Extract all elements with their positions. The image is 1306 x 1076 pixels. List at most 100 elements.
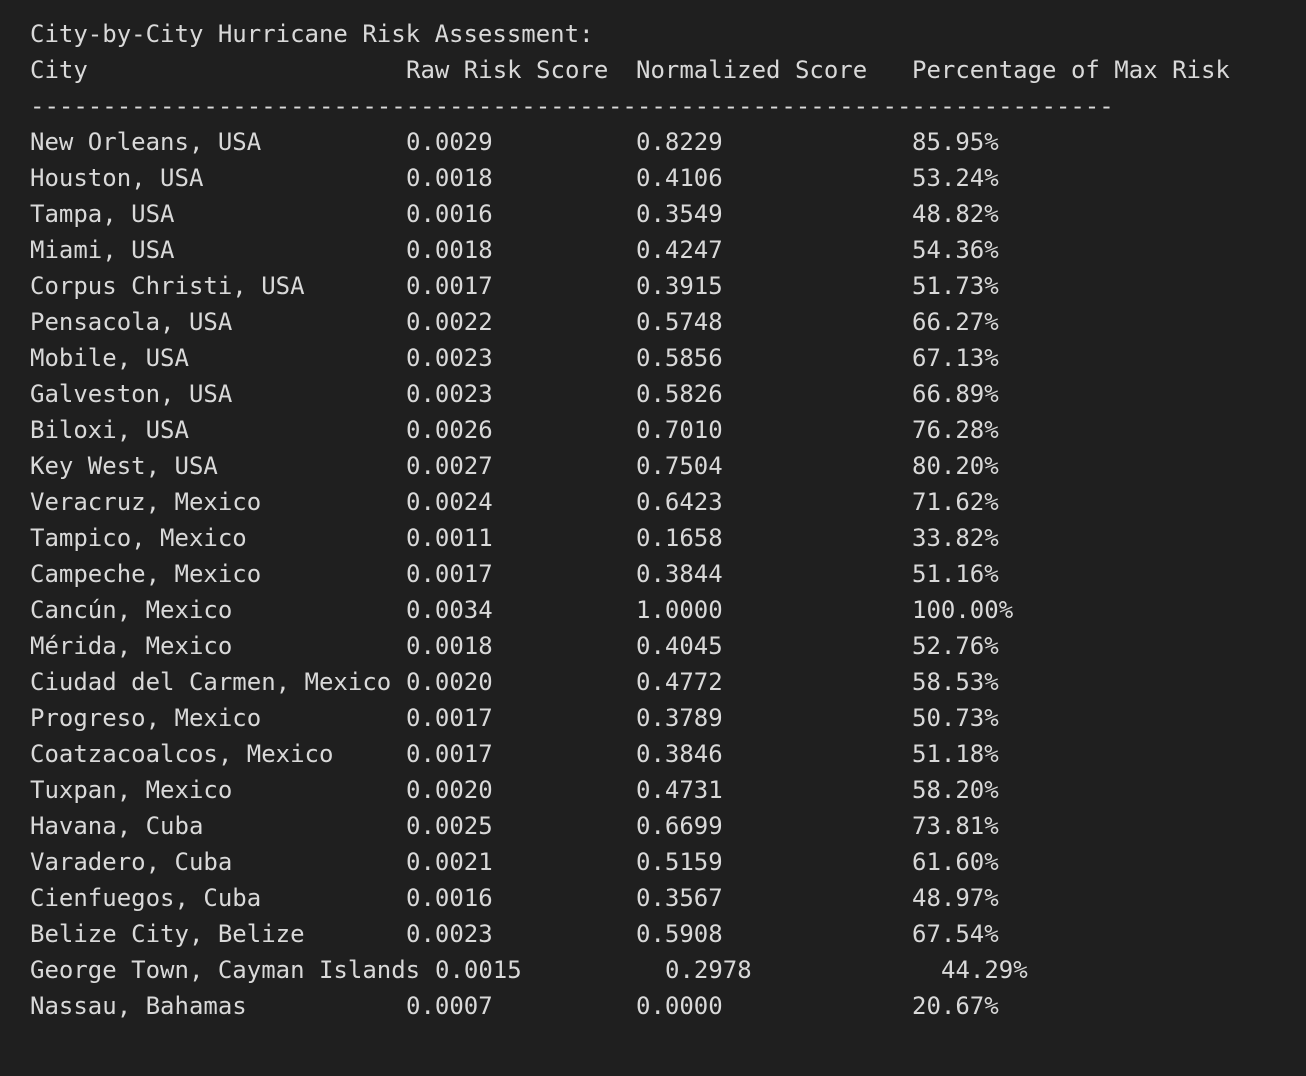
cell-percentage-of-max-risk: 54.36% xyxy=(912,236,999,264)
cell-percentage-of-max-risk: 52.76% xyxy=(912,632,999,660)
cell-normalized-score: 0.5159 xyxy=(636,848,723,876)
cell-city: Tampico, Mexico xyxy=(30,524,247,552)
table-row: Havana, Cuba 0.0025 0.6699 73.81% xyxy=(30,808,1306,844)
cell-city: Havana, Cuba xyxy=(30,812,204,840)
cell-percentage-of-max-risk: 58.53% xyxy=(912,668,999,696)
cell-normalized-score: 0.3844 xyxy=(636,560,723,588)
cell-normalized-score: 0.5908 xyxy=(636,920,723,948)
cell-percentage-of-max-risk: 20.67% xyxy=(912,992,999,1020)
cell-normalized-score: 0.6423 xyxy=(636,488,723,516)
cell-raw-risk-score: 0.0017 xyxy=(406,560,493,588)
cell-raw-risk-score: 0.0029 xyxy=(406,128,493,156)
table-body: New Orleans, USA 0.0029 0.8229 85.95% Housto… xyxy=(30,124,1306,1024)
table-row: Tuxpan, Mexico 0.0020 0.4731 58.20% xyxy=(30,772,1306,808)
cell-percentage-of-max-risk: 80.20% xyxy=(912,452,999,480)
cell-city: Key West, USA xyxy=(30,452,218,480)
cell-normalized-score: 0.7010 xyxy=(636,416,723,444)
cell-city: Cienfuegos, Cuba xyxy=(30,884,262,912)
cell-normalized-score: 0.3549 xyxy=(636,200,723,228)
cell-raw-risk-score: 0.0023 xyxy=(406,344,493,372)
cell-normalized-score: 0.4106 xyxy=(636,164,723,192)
table-row: George Town, Cayman Islands 0.0015 0.2978 4… xyxy=(30,952,1306,988)
cell-percentage-of-max-risk: 51.16% xyxy=(912,560,999,588)
cell-city: Belize City, Belize xyxy=(30,920,305,948)
cell-raw-risk-score: 0.0026 xyxy=(406,416,493,444)
cell-raw-risk-score: 0.0007 xyxy=(406,992,493,1020)
cell-raw-risk-score: 0.0020 xyxy=(406,776,493,804)
cell-normalized-score: 0.7504 xyxy=(636,452,723,480)
cell-percentage-of-max-risk: 100.00% xyxy=(912,596,1014,624)
cell-raw-risk-score: 0.0034 xyxy=(406,596,493,624)
table-row: Galveston, USA 0.0023 0.5826 66.89% xyxy=(30,376,1306,412)
cell-city: Cancún, Mexico xyxy=(30,596,233,624)
cell-city: Campeche, Mexico xyxy=(30,560,262,588)
cell-raw-risk-score: 0.0015 xyxy=(435,956,522,984)
cell-normalized-score: 0.3567 xyxy=(636,884,723,912)
cell-percentage-of-max-risk: 53.24% xyxy=(912,164,999,192)
cell-city: New Orleans, USA xyxy=(30,128,262,156)
cell-normalized-score: 0.6699 xyxy=(636,812,723,840)
cell-normalized-score: 0.5856 xyxy=(636,344,723,372)
cell-city: Corpus Christi, USA xyxy=(30,272,305,300)
cell-raw-risk-score: 0.0017 xyxy=(406,272,493,300)
table-row: Campeche, Mexico 0.0017 0.3844 51.16% xyxy=(30,556,1306,592)
cell-raw-risk-score: 0.0023 xyxy=(406,380,493,408)
cell-city: Galveston, USA xyxy=(30,380,233,408)
table-row: Cienfuegos, Cuba 0.0016 0.3567 48.97% xyxy=(30,880,1306,916)
cell-city: Mérida, Mexico xyxy=(30,632,233,660)
table-row: Pensacola, USA 0.0022 0.5748 66.27% xyxy=(30,304,1306,340)
cell-city: Progreso, Mexico xyxy=(30,704,262,732)
cell-raw-risk-score: 0.0017 xyxy=(406,704,493,732)
cell-percentage-of-max-risk: 61.60% xyxy=(912,848,999,876)
cell-city: Ciudad del Carmen, Mexico xyxy=(30,668,392,696)
report-title: City-by-City Hurricane Risk Assessment: xyxy=(30,20,594,48)
cell-city: Coatzacoalcos, Mexico xyxy=(30,740,334,768)
cell-city: Miami, USA xyxy=(30,236,175,264)
cell-city: George Town, Cayman Islands xyxy=(30,956,421,984)
cell-city: Veracruz, Mexico xyxy=(30,488,262,516)
header-raw-risk-score: Raw Risk Score xyxy=(406,56,609,84)
cell-city: Houston, USA xyxy=(30,164,204,192)
cell-percentage-of-max-risk: 48.82% xyxy=(912,200,999,228)
cell-percentage-of-max-risk: 48.97% xyxy=(912,884,999,912)
table-row: Miami, USA 0.0018 0.4247 54.36% xyxy=(30,232,1306,268)
cell-percentage-of-max-risk: 66.27% xyxy=(912,308,999,336)
table-row: Nassau, Bahamas 0.0007 0.0000 20.67% xyxy=(30,988,1306,1024)
cell-normalized-score: 0.5826 xyxy=(636,380,723,408)
cell-city: Tuxpan, Mexico xyxy=(30,776,233,804)
cell-normalized-score: 0.8229 xyxy=(636,128,723,156)
table-row: Veracruz, Mexico 0.0024 0.6423 71.62% xyxy=(30,484,1306,520)
table-row: Coatzacoalcos, Mexico 0.0017 0.3846 51.18% xyxy=(30,736,1306,772)
header-normalized-score: Normalized Score xyxy=(636,56,868,84)
table-row: Biloxi, USA 0.0026 0.7010 76.28% xyxy=(30,412,1306,448)
cell-raw-risk-score: 0.0016 xyxy=(406,200,493,228)
cell-raw-risk-score: 0.0018 xyxy=(406,164,493,192)
cell-city: Tampa, USA xyxy=(30,200,175,228)
cell-normalized-score: 0.0000 xyxy=(636,992,723,1020)
cell-percentage-of-max-risk: 51.73% xyxy=(912,272,999,300)
cell-percentage-of-max-risk: 73.81% xyxy=(912,812,999,840)
cell-raw-risk-score: 0.0023 xyxy=(406,920,493,948)
cell-city: Varadero, Cuba xyxy=(30,848,233,876)
cell-percentage-of-max-risk: 58.20% xyxy=(912,776,999,804)
header-percentage-of-max-risk: Percentage of Max Risk xyxy=(912,56,1230,84)
cell-raw-risk-score: 0.0011 xyxy=(406,524,493,552)
cell-normalized-score: 0.3789 xyxy=(636,704,723,732)
cell-raw-risk-score: 0.0018 xyxy=(406,632,493,660)
cell-percentage-of-max-risk: 67.13% xyxy=(912,344,999,372)
cell-percentage-of-max-risk: 66.89% xyxy=(912,380,999,408)
cell-city: Biloxi, USA xyxy=(30,416,189,444)
cell-normalized-score: 0.4045 xyxy=(636,632,723,660)
cell-raw-risk-score: 0.0022 xyxy=(406,308,493,336)
cell-percentage-of-max-risk: 33.82% xyxy=(912,524,999,552)
table-row: Varadero, Cuba 0.0021 0.5159 61.60% xyxy=(30,844,1306,880)
table-row: Progreso, Mexico 0.0017 0.3789 50.73% xyxy=(30,700,1306,736)
cell-percentage-of-max-risk: 44.29% xyxy=(941,956,1028,984)
cell-percentage-of-max-risk: 76.28% xyxy=(912,416,999,444)
cell-percentage-of-max-risk: 85.95% xyxy=(912,128,999,156)
table-row: Tampa, USA 0.0016 0.3549 48.82% xyxy=(30,196,1306,232)
table-row: Tampico, Mexico 0.0011 0.1658 33.82% xyxy=(30,520,1306,556)
cell-raw-risk-score: 0.0025 xyxy=(406,812,493,840)
cell-normalized-score: 1.0000 xyxy=(636,596,723,624)
